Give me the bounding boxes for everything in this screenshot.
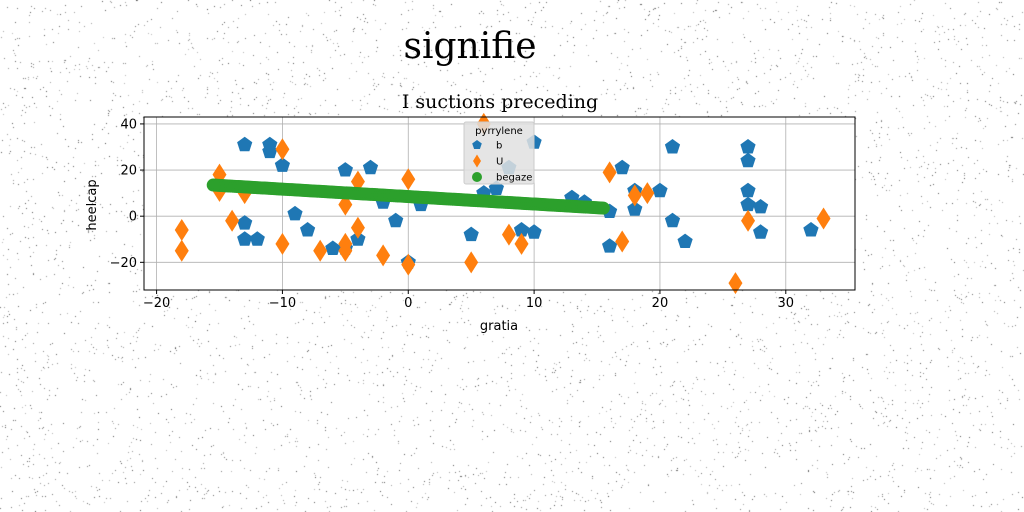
point-b bbox=[627, 201, 643, 216]
point-b bbox=[602, 238, 618, 253]
y-tick-label: 0 bbox=[129, 210, 137, 225]
figure-suptitle: signifie bbox=[403, 26, 537, 67]
x-axis-label: gratia bbox=[480, 319, 518, 334]
point-U bbox=[225, 209, 240, 232]
point-b bbox=[274, 157, 290, 172]
point-b bbox=[388, 212, 404, 228]
point-U bbox=[275, 232, 290, 255]
chart-title: I suctions preceding bbox=[402, 91, 598, 113]
point-U bbox=[275, 138, 290, 161]
point-U bbox=[174, 239, 189, 262]
point-U bbox=[615, 230, 630, 253]
point-b bbox=[677, 233, 693, 248]
point-b bbox=[664, 139, 681, 154]
point-b bbox=[262, 143, 278, 159]
point-b bbox=[740, 182, 756, 198]
y-tick-label: −20 bbox=[110, 256, 137, 271]
point-b bbox=[664, 212, 681, 228]
y-tick-label: 20 bbox=[120, 164, 137, 179]
point-U bbox=[401, 168, 416, 191]
point-b bbox=[237, 231, 253, 246]
point-b bbox=[652, 182, 668, 198]
point-b bbox=[249, 231, 265, 246]
point-b bbox=[362, 159, 379, 175]
point-U bbox=[174, 219, 189, 242]
point-U bbox=[338, 232, 353, 255]
point-b bbox=[753, 224, 769, 239]
axis-ticks: −20 −10 0 10 20 30 −20 0 20 40 bbox=[110, 117, 794, 311]
point-U bbox=[464, 251, 479, 274]
point-U bbox=[728, 272, 743, 295]
legend-label-U: U bbox=[496, 157, 503, 168]
point-U bbox=[741, 209, 756, 232]
point-b bbox=[237, 215, 253, 230]
point-b bbox=[740, 139, 756, 154]
x-tick-label: 20 bbox=[652, 296, 669, 311]
point-b bbox=[325, 240, 341, 255]
point-U bbox=[376, 244, 391, 267]
y-axis-label: heelcap bbox=[85, 179, 100, 230]
x-tick-label: 10 bbox=[526, 296, 543, 311]
point-b bbox=[740, 196, 756, 212]
x-tick-label: −10 bbox=[269, 296, 296, 311]
legend-label-begaze: begaze bbox=[496, 173, 532, 184]
legend-box bbox=[463, 121, 535, 185]
point-U bbox=[816, 207, 831, 230]
legend-label-b: b bbox=[496, 141, 502, 152]
point-b bbox=[526, 224, 542, 239]
point-b bbox=[287, 205, 303, 221]
legend-marker-begaze bbox=[472, 172, 482, 182]
legend-marker-b bbox=[472, 140, 482, 149]
point-b bbox=[300, 222, 316, 237]
point-U bbox=[350, 216, 365, 239]
point-b bbox=[237, 136, 253, 152]
point-b bbox=[513, 222, 530, 237]
y-tick-label: 40 bbox=[120, 117, 137, 132]
point-U bbox=[640, 182, 655, 205]
data-marks bbox=[174, 112, 831, 295]
point-b bbox=[614, 159, 630, 175]
point-b bbox=[753, 199, 769, 214]
point-U bbox=[627, 184, 642, 207]
point-begaze bbox=[596, 201, 610, 215]
point-U bbox=[602, 161, 617, 184]
point-U bbox=[514, 232, 529, 255]
point-b bbox=[740, 152, 756, 168]
point-b bbox=[463, 226, 479, 242]
x-tick-label: −20 bbox=[143, 296, 170, 311]
point-b bbox=[803, 222, 819, 237]
point-U bbox=[501, 223, 516, 246]
point-b bbox=[337, 162, 353, 177]
x-tick-label: 0 bbox=[404, 296, 412, 311]
x-tick-label: 30 bbox=[778, 296, 795, 311]
legend-marker-U bbox=[473, 154, 481, 168]
point-U bbox=[401, 253, 416, 276]
legend-title: pyrrylene bbox=[475, 126, 523, 137]
plot-frame bbox=[143, 116, 856, 291]
point-U bbox=[313, 239, 328, 262]
